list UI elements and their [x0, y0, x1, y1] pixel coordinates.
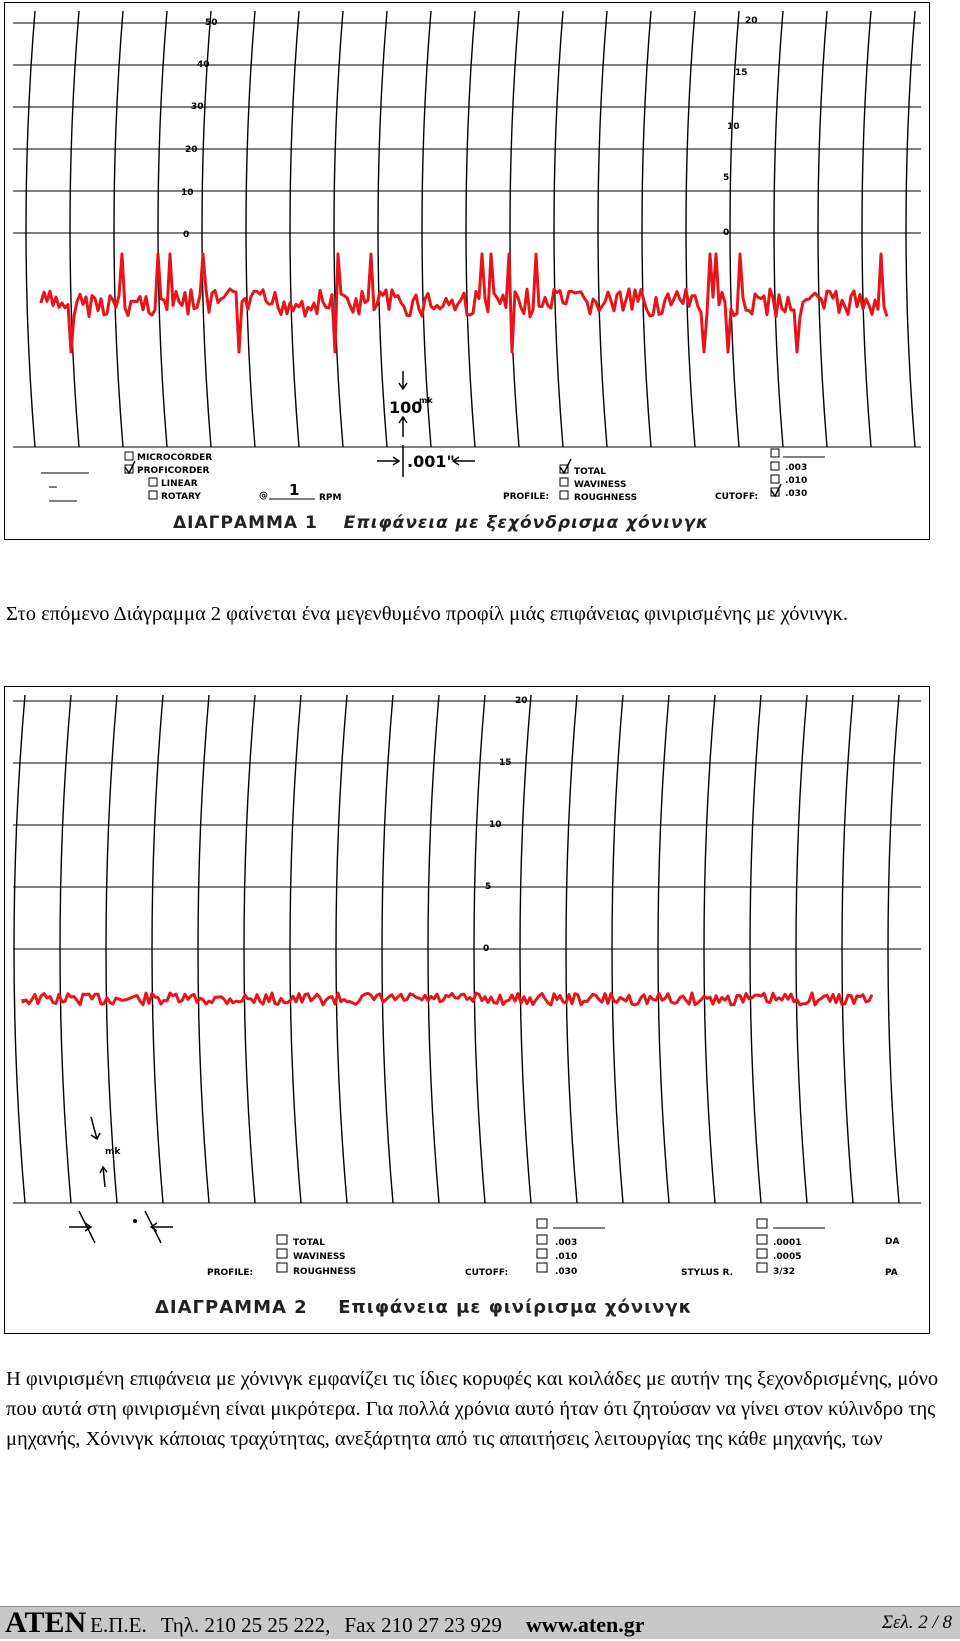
d2-caption: ΔΙΑΓΡΑΜΜΑ 2 Επιφάνεια με φινίρισμα χόνιν… [155, 1297, 929, 1318]
grid-arc [421, 10, 432, 448]
d1-cutoff-010: .010 [785, 476, 807, 486]
d2-stylus-0001: .0001 [773, 1238, 801, 1248]
grid-arc [25, 10, 36, 448]
grid-arc [685, 10, 696, 448]
d2-edge-text-top: DA [885, 1237, 899, 1247]
d2-cutoff-010: .010 [555, 1252, 577, 1262]
d1-caption: ΔΙΑΓΡΑΜΜΑ 1 Επιφάνεια με ξεχόνδρισμα χόν… [173, 513, 929, 533]
d2-stylus-label: STYLUS R. [681, 1268, 733, 1278]
grid-arc [465, 10, 476, 448]
d1-speed-unit: RPM [319, 493, 342, 503]
page-footer: ATEN Ε.Π.Ε. Τηλ. 210 25 25 222, Fax 210 27 … [0, 1606, 960, 1639]
grid-arc [201, 10, 212, 448]
d2-right-scale-10: 10 [489, 820, 502, 830]
d1-right-scale-20: 20 [745, 16, 758, 26]
d1-right-scale-0: 0 [723, 228, 729, 238]
grid-arc [861, 10, 872, 448]
footer-page-number: Σελ. 2 / 8 [881, 1612, 952, 1633]
d2-caption-title: ΔΙΑΓΡΑΜΜΑ 2 [155, 1297, 308, 1318]
d2-cutoff-030: .030 [555, 1267, 577, 1277]
d1-option-proficorder: PROFICORDER [137, 466, 209, 476]
footer-fax: Fax 210 27 23 929 [344, 1613, 502, 1637]
d1-option-rotary: ROTARY [161, 492, 201, 502]
d1-horizontal-scale-label: .001" [407, 452, 455, 471]
d1-cutoff-030: .030 [785, 489, 807, 499]
d1-left-scale-10: 10 [181, 188, 194, 198]
d1-profile-label: PROFILE: [503, 492, 549, 502]
d1-option-linear: LINEAR [161, 479, 198, 489]
d1-profile-roughness: ROUGHNESS [574, 493, 637, 503]
footer-company: ATEN [5, 1606, 87, 1639]
d1-profile-total: TOTAL [574, 467, 606, 477]
diagram-2-chart: 20 15 10 5 0 mk PROFILE: TOTAL WAVINESS … [13, 694, 921, 1278]
grid-arc [641, 10, 652, 448]
d2-profile-label: PROFILE: [207, 1268, 253, 1278]
d1-option-microcorder: MICROCORDER [137, 453, 212, 463]
d2-profile-waviness: WAVINESS [293, 1252, 345, 1262]
d2-stylus-0005: .0005 [773, 1252, 801, 1262]
footer-phone: Τηλ. 210 25 25 222, [160, 1613, 331, 1637]
d1-speed-value: 1 [289, 481, 299, 499]
d2-cutoff-003: .003 [555, 1238, 577, 1248]
d2-vertical-scale-unit: mk [105, 1147, 121, 1157]
grid-arc [245, 10, 256, 448]
d2-right-scale-15: 15 [499, 758, 512, 768]
d2-stylus-332: 3/32 [773, 1267, 795, 1277]
profile-trace [39, 252, 889, 354]
d1-left-scale-40: 40 [197, 60, 210, 70]
grid-arc [69, 10, 80, 448]
grid-arc [157, 10, 168, 448]
diagram-1-chart: 50 40 30 20 10 0 20 15 10 5 0 100 mk .00… [13, 10, 921, 503]
profile-trace [21, 991, 874, 1007]
d1-cutoff-label: CUTOFF: [715, 492, 758, 502]
d1-left-scale-0: 0 [183, 230, 189, 240]
grid-arc [509, 10, 520, 448]
d2-profile-total: TOTAL [293, 1238, 325, 1248]
grid-arc [905, 10, 916, 448]
d1-left-scale-50: 50 [205, 18, 218, 28]
grid-arc [773, 10, 784, 448]
d1-left-scale-20: 20 [185, 145, 198, 155]
d2-right-scale-20: 20 [515, 696, 528, 706]
diagram-2: 20 15 10 5 0 mk PROFILE: TOTAL WAVINESS … [4, 686, 930, 1334]
d2-right-scale-5: 5 [485, 882, 491, 892]
d2-caption-text: Επιφάνεια με φινίρισμα χόνινγκ [338, 1297, 693, 1318]
d1-speed-prefix: @ [259, 491, 268, 501]
footer-company-suffix: Ε.Π.Ε. [90, 1613, 147, 1637]
grid-arc [333, 10, 344, 448]
grid-arc [597, 10, 608, 448]
d1-caption-title: ΔΙΑΓΡΑΜΜΑ 1 [173, 513, 318, 533]
d2-cutoff-label: CUTOFF: [465, 1268, 508, 1278]
footer-website-link[interactable]: www.aten.gr [525, 1612, 645, 1637]
grid-arc [729, 10, 740, 448]
grid-arc [817, 10, 828, 448]
d2-right-scale-0: 0 [483, 944, 489, 954]
d1-left-scale-30: 30 [191, 102, 204, 112]
d1-cutoff-003: .003 [785, 463, 807, 473]
paragraph-1: Στο επόμενο Διάγραμμα 2 φαίνεται ένα μεγ… [6, 603, 849, 625]
d1-caption-text: Επιφάνεια με ξεχόνδρισμα χόνινγκ [343, 513, 710, 533]
diagram-1: 50 40 30 20 10 0 20 15 10 5 0 100 mk .00… [4, 2, 930, 540]
paragraph-2: Η φινιρισμένη επιφάνεια με χόνινγκ εμφαν… [6, 1368, 939, 1450]
d1-profile-waviness: WAVINESS [574, 480, 626, 490]
d1-vertical-scale-unit: mk [419, 396, 433, 405]
grid-arc [289, 10, 300, 448]
d2-edge-text-bottom: PA [885, 1268, 898, 1278]
d2-profile-roughness: ROUGHNESS [293, 1267, 356, 1277]
grid-arc [553, 10, 564, 448]
d1-right-scale-10: 10 [727, 122, 740, 132]
grid-arc [113, 10, 124, 448]
grid-arc [377, 10, 388, 448]
d1-right-scale-5: 5 [723, 173, 729, 183]
d1-vertical-scale-label: 100 [389, 398, 422, 417]
d1-right-scale-15: 15 [735, 68, 748, 78]
